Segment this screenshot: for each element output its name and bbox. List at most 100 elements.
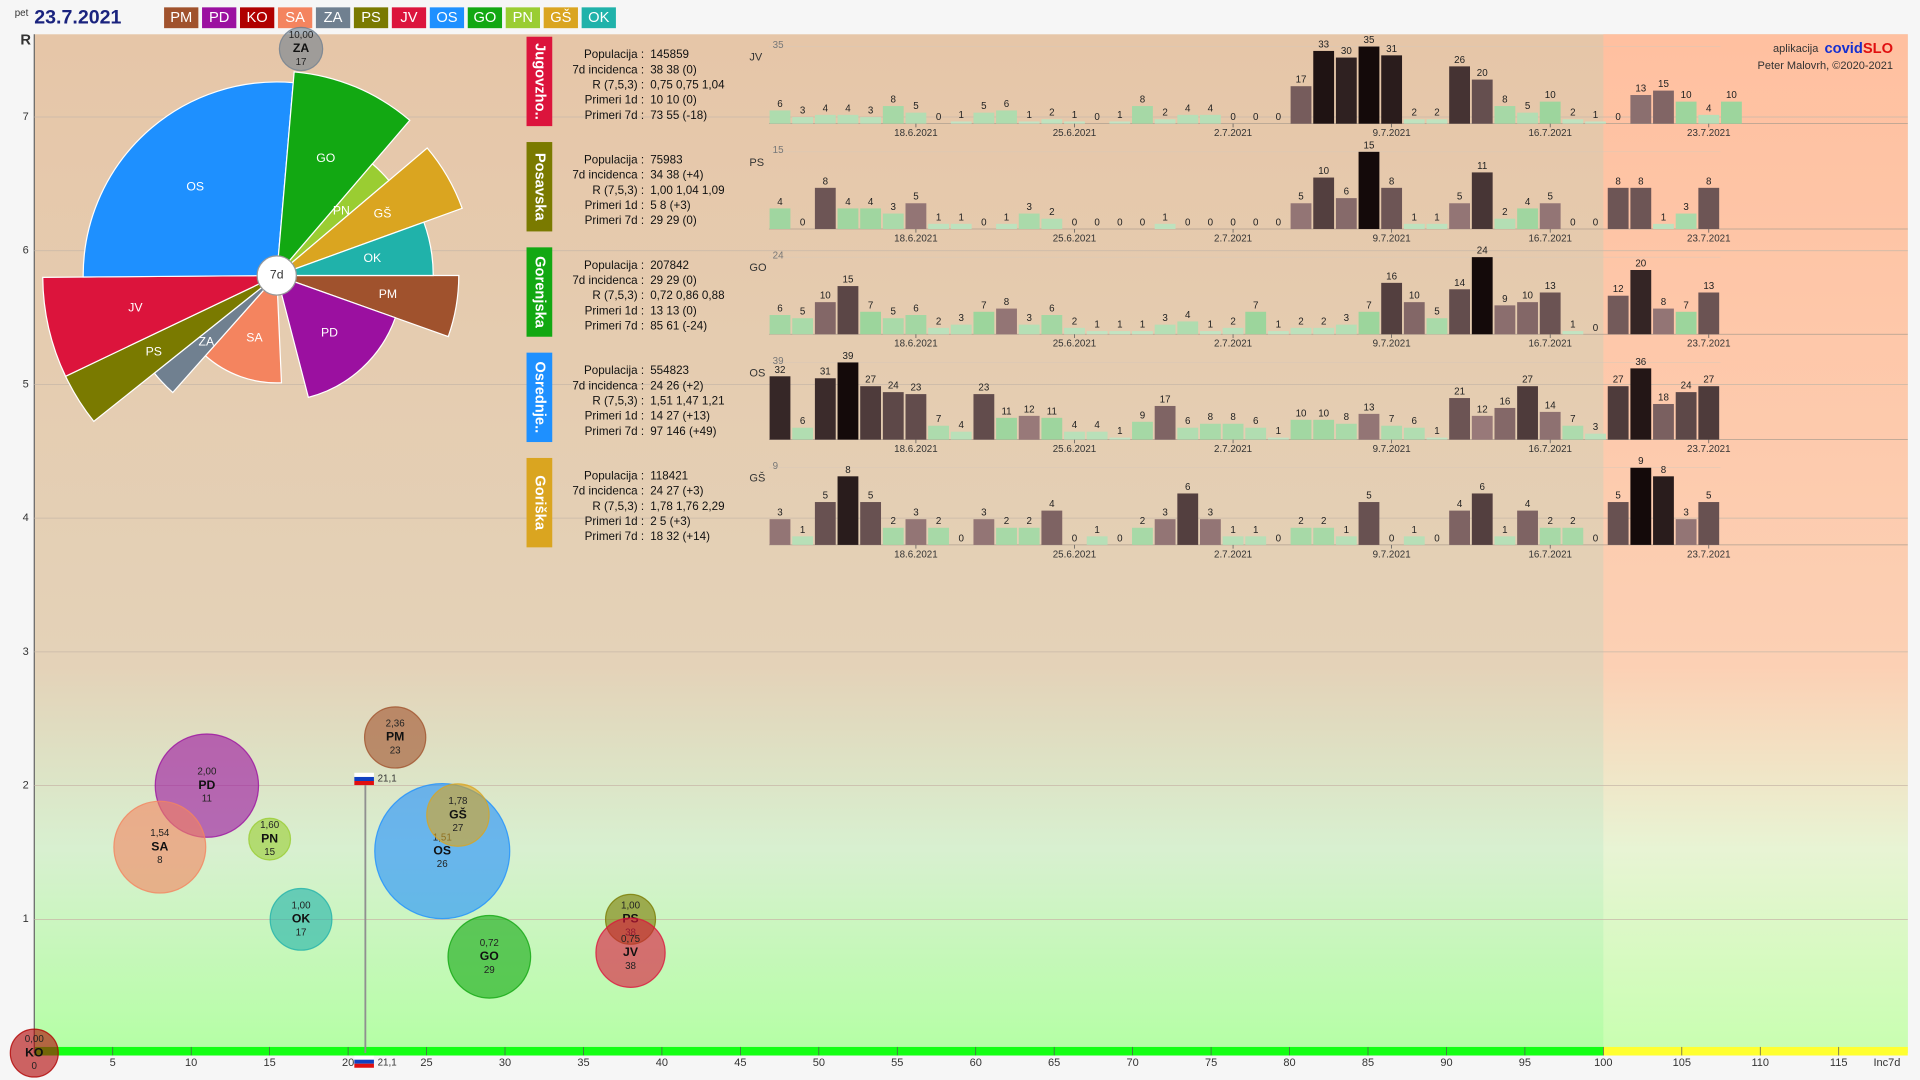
bar [1471,415,1493,440]
bar [1381,187,1403,229]
bar [1403,223,1425,229]
bar [1449,66,1470,124]
region-button-label[interactable]: PN [513,10,533,26]
date-label: 23.7.2021 [1687,339,1731,350]
bar-value-label: 10 [1318,408,1329,419]
bar [996,527,1017,545]
bar-value-label: 6 [1344,187,1350,198]
bar [1698,114,1720,124]
bar-value-label: 20 [1635,258,1646,269]
bar [1335,423,1357,440]
stat-label: 7d incidenca : [572,485,644,498]
region-button[interactable] [429,7,465,29]
bar [1517,302,1538,335]
bar-value-label: 3 [1593,422,1599,433]
bar [1064,327,1085,335]
bar [1290,419,1312,440]
region-button-label[interactable]: PD [209,10,229,26]
region-button[interactable] [581,7,616,29]
region-button-label[interactable]: ZA [324,10,343,26]
bar-value-label: 13 [1545,281,1556,292]
region-button-label[interactable]: KO [247,10,268,26]
region-button[interactable] [467,7,503,29]
region-button[interactable] [277,7,313,29]
bar [1267,331,1289,335]
bar-value-label: 5 [891,307,897,318]
region-button[interactable] [391,7,427,29]
bubble-name: GŠ [449,806,467,821]
stat-value: 97 146 (+49) [650,425,716,438]
region-button[interactable] [505,7,540,29]
bar-value-label: 8 [1344,412,1350,423]
region-button-label[interactable]: SA [285,10,305,26]
bar-value-label: 32 [775,365,786,376]
bar [973,519,995,545]
bar-value-label: 3 [1026,202,1032,213]
bubble-x-label: 23 [390,746,401,757]
stat-value: 29 29 (0) [650,214,697,227]
stat-value: 10 10 (0) [650,94,697,107]
bar [1426,223,1448,229]
bar [860,386,882,440]
bar-value-label: 2 [1298,516,1303,527]
region-button-label[interactable]: GO [473,10,496,26]
date-label: 16.7.2021 [1528,444,1572,455]
stat-value: 5 8 (+3) [650,199,691,212]
panel-y-tick-label: 39 [773,356,784,367]
bar-value-label: 3 [800,106,806,117]
bar-value-label: 3 [981,508,987,519]
region-button[interactable] [315,7,351,29]
date-label: 9.7.2021 [1373,549,1411,560]
region-button[interactable] [240,7,275,29]
stat-label: R (7,5,3) : [592,79,644,92]
panel-code: OS [749,367,765,379]
region-button-label[interactable]: GŠ [550,9,571,26]
bar-value-label: 8 [1502,95,1508,106]
y-axis-title: R [20,32,31,48]
region-button-label[interactable]: PM [170,10,192,26]
bar-value-label: 14 [1454,278,1465,289]
stat-label: Primeri 7d : [585,109,644,122]
region-button-label[interactable]: JV [400,10,417,26]
bar-value-label: 2 [1049,108,1054,119]
region-button-label[interactable]: PS [361,10,381,26]
date-label: 23.7.2021 [1687,233,1731,244]
bar [792,536,814,545]
credits-author: Peter Malovrh, ©2020-2021 [1758,60,1894,72]
bar-value-label: 7 [981,300,986,311]
bar-value-label: 0 [1094,217,1100,228]
region-button-label[interactable]: OS [436,10,457,26]
bar-value-label: 10 [1681,90,1692,101]
bar-value-label: 3 [891,202,897,213]
region-button[interactable] [164,7,199,29]
panel-title: Gorenjska [532,256,548,329]
bar-value-label: 27 [1522,375,1533,386]
bar [1426,437,1448,440]
bar [1132,421,1153,440]
bar-value-label: 6 [1185,482,1191,493]
bar [1426,119,1448,124]
bar-value-label: 10 [1296,408,1307,419]
region-button[interactable] [353,7,389,29]
bar [860,311,882,335]
bar [1290,527,1312,545]
bar-value-label: 18 [1658,392,1669,403]
bar [1335,57,1357,124]
bar-value-label: 8 [1638,176,1644,187]
bar [837,208,859,229]
region-button-label[interactable]: OK [588,10,609,26]
region-button[interactable] [202,7,237,29]
flag-white [354,1055,374,1060]
bubble-x-label: 0 [32,1061,38,1072]
bar [1200,519,1221,545]
bar-value-label: 24 [1681,381,1692,392]
bar [1562,527,1584,545]
bar [1494,407,1516,440]
bubble [248,817,292,861]
bar [1403,119,1425,124]
bar-value-label: 8 [1004,297,1010,308]
bar [996,308,1017,335]
bar [950,223,972,229]
panel-y-tick-label: 9 [773,461,778,472]
region-button[interactable] [543,7,578,29]
